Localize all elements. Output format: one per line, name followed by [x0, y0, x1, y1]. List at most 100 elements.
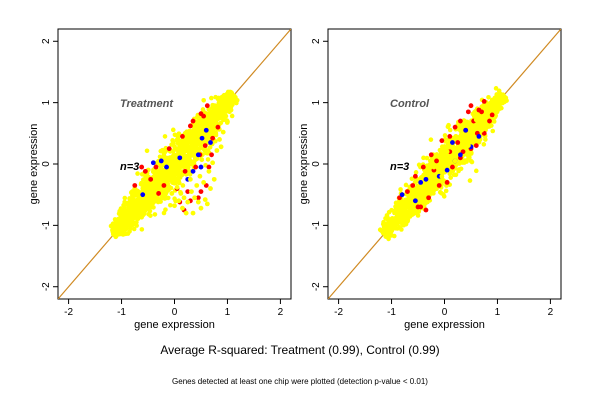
y-tick-label: 2 — [311, 38, 322, 44]
cloud-point — [194, 156, 200, 162]
cloud-point — [155, 178, 160, 184]
y-tick-label: 0 — [41, 161, 52, 167]
x-tick-label: 2 — [278, 307, 284, 318]
data-point — [479, 109, 484, 115]
cloud-point — [141, 207, 146, 213]
data-point — [210, 135, 216, 141]
data-point — [423, 176, 429, 182]
data-point — [410, 183, 416, 188]
cloud-point — [134, 223, 139, 228]
data-point — [153, 164, 159, 170]
data-point — [423, 207, 429, 213]
data-point — [197, 173, 203, 179]
cloud-point — [486, 124, 492, 129]
cloud-point — [473, 168, 479, 174]
y-tick-label: 0 — [311, 161, 322, 167]
cloud-point — [413, 170, 419, 175]
cloud-point — [203, 132, 208, 138]
cloud-point — [429, 178, 434, 184]
data-point — [452, 158, 458, 164]
y-tick-label: 1 — [41, 99, 52, 105]
data-point — [206, 168, 212, 174]
data-point — [428, 152, 434, 158]
cloud-point — [122, 195, 128, 201]
data-point — [484, 106, 490, 112]
y-tick-label: 1 — [311, 99, 322, 105]
data-point — [220, 129, 226, 135]
data-point — [457, 152, 463, 158]
data-point — [174, 184, 180, 190]
cloud-point — [459, 127, 464, 132]
cloud-point — [131, 216, 136, 221]
y-axis-title: gene expression — [28, 124, 40, 205]
cloud-point — [179, 147, 185, 152]
cloud-point — [443, 188, 449, 194]
data-point — [199, 135, 205, 141]
cloud-point — [469, 159, 475, 165]
cloud-point — [170, 171, 175, 177]
data-point — [436, 183, 442, 188]
cloud-point — [394, 202, 400, 208]
cloud-point — [117, 225, 123, 231]
data-point — [194, 183, 200, 188]
x-tick-label: -2 — [64, 307, 73, 318]
cloud-point — [424, 155, 430, 161]
cloud-point — [131, 226, 137, 232]
cloud-point — [452, 135, 458, 140]
cloud-point — [172, 132, 178, 138]
scatter-panel-1: -2 -1 0 1 2 -2 -1 0 1 2 gene expression gene expres… — [28, 28, 292, 331]
cloud-point — [182, 164, 187, 170]
cloud-point — [451, 172, 457, 178]
cloud-point — [112, 232, 117, 238]
cloud-point — [122, 206, 127, 211]
cloud-point — [132, 202, 138, 207]
data-point — [465, 143, 471, 148]
data-point — [187, 176, 193, 182]
cloud-point — [191, 142, 197, 147]
cloud-point — [381, 219, 386, 225]
y-axis-title: gene expression — [298, 124, 310, 205]
data-point — [156, 191, 162, 196]
data-point — [190, 118, 196, 124]
x-tick-label: 0 — [442, 307, 448, 318]
cloud-point — [467, 121, 472, 127]
cloud-point — [207, 124, 213, 129]
cloud-point — [190, 134, 195, 140]
cloud-point — [388, 233, 394, 238]
cloud-point — [447, 127, 453, 133]
cloud-point — [162, 134, 168, 139]
cloud-point — [201, 97, 206, 103]
cloud-point — [216, 95, 222, 101]
data-point — [473, 117, 479, 123]
data-point — [169, 191, 175, 196]
cloud-point — [119, 219, 124, 225]
cloud-point — [471, 125, 476, 130]
data-point — [399, 192, 405, 198]
cloud-point — [190, 159, 196, 165]
x-tick-label: 1 — [495, 307, 501, 318]
cloud-point — [221, 104, 226, 110]
cloud-point — [172, 196, 177, 202]
data-point — [479, 127, 484, 133]
data-point — [164, 164, 169, 170]
data-point — [455, 140, 461, 145]
data-point — [195, 152, 201, 158]
cloud-point — [463, 131, 469, 137]
cloud-point — [140, 212, 146, 218]
cloud-point — [460, 139, 466, 145]
cloud-point — [187, 151, 193, 156]
cloud-point — [225, 90, 231, 96]
cloud-point — [176, 138, 182, 144]
data-point — [405, 189, 410, 195]
cloud-point — [437, 189, 443, 195]
data-point — [185, 189, 191, 195]
data-point — [209, 152, 214, 158]
cloud-point — [168, 167, 173, 173]
cloud-point — [467, 178, 473, 183]
cloud-point — [442, 155, 448, 161]
cloud-point — [148, 213, 153, 218]
cloud-point — [486, 110, 491, 116]
x-tick-label: -1 — [117, 307, 126, 318]
cloud-point — [129, 197, 134, 202]
cloud-point — [127, 226, 133, 231]
